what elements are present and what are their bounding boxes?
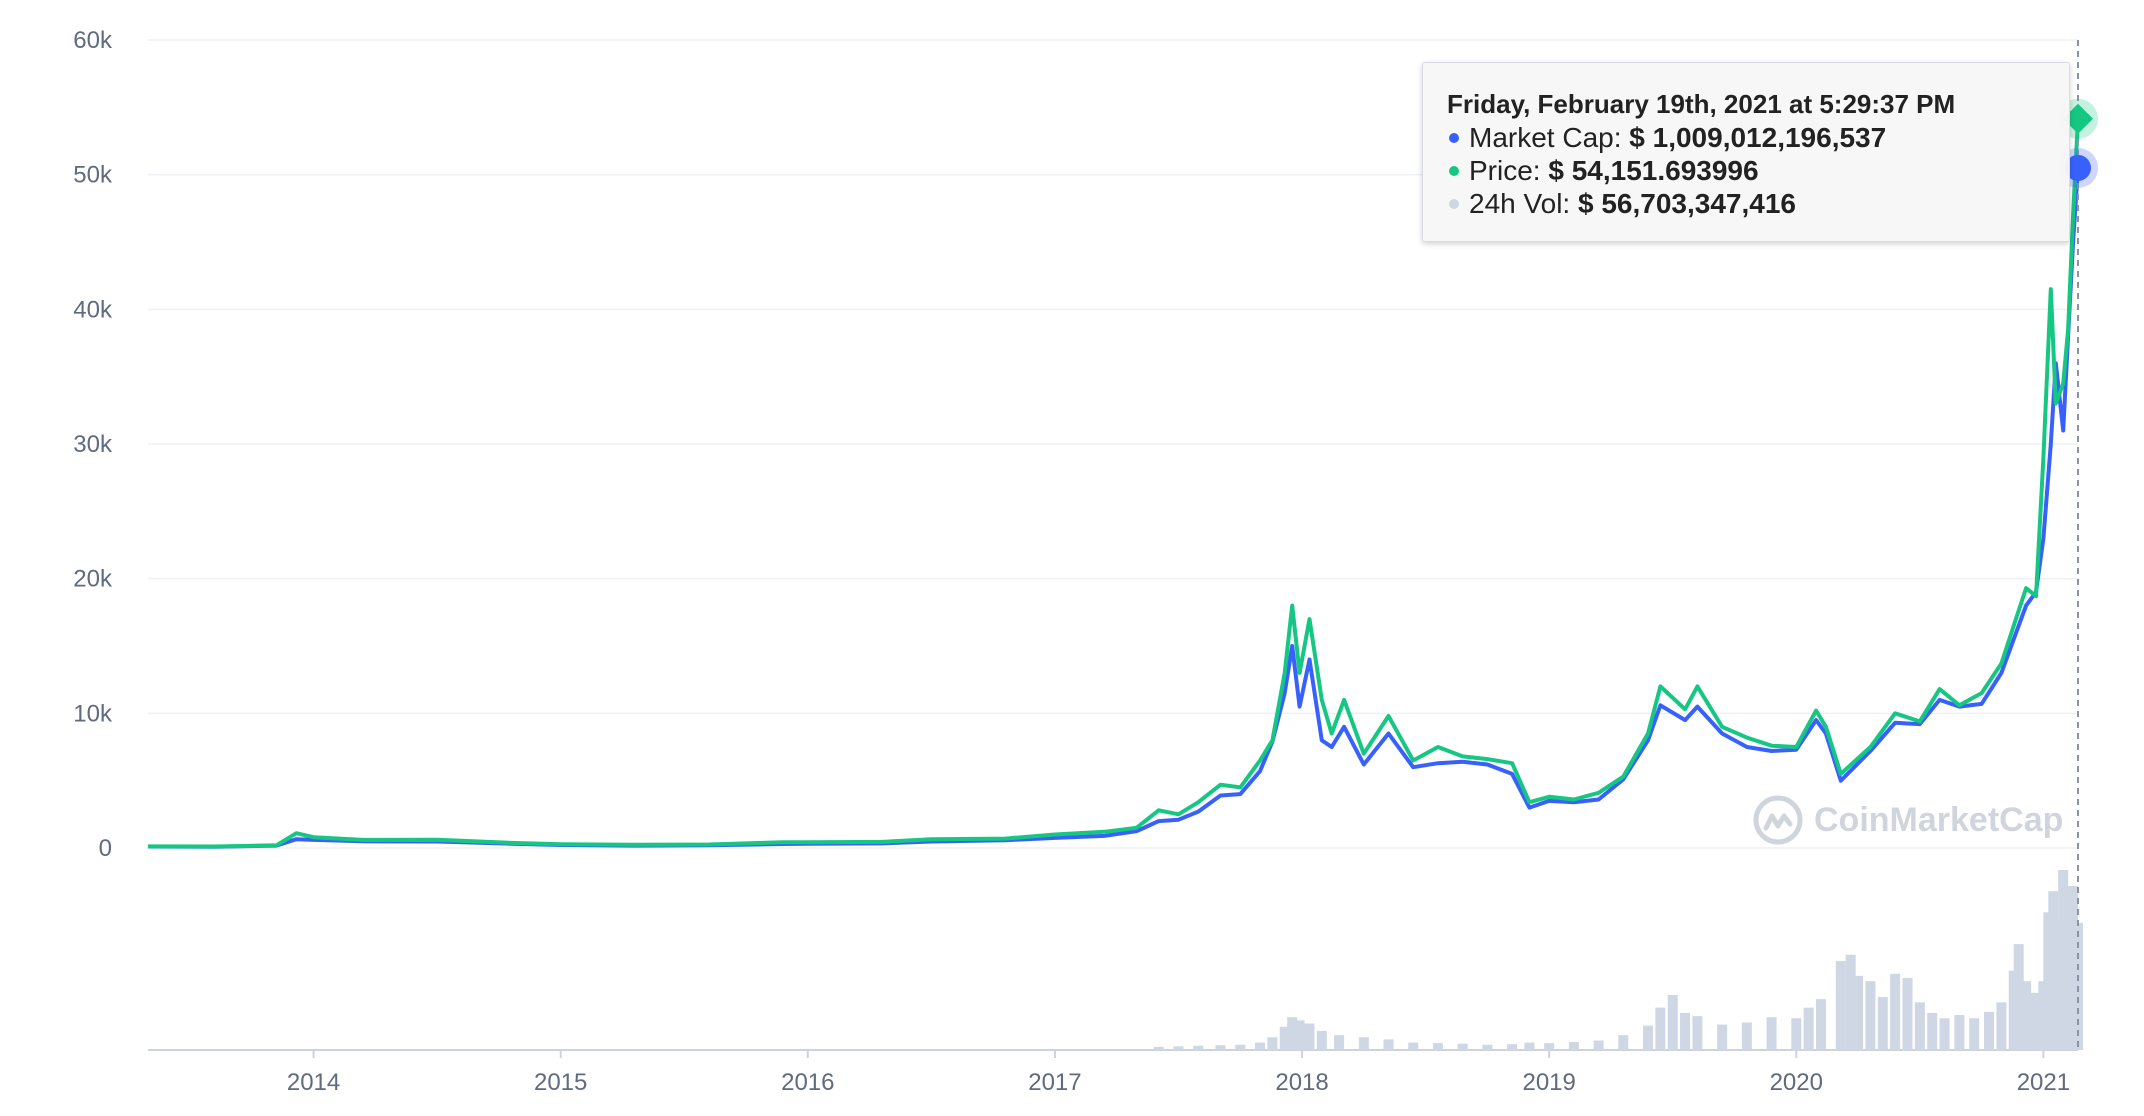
volume-bar	[1803, 1007, 1814, 1050]
tooltip-label: 24h Vol:	[1469, 188, 1571, 219]
tooltip-value: $ 54,151.693996	[1548, 155, 1759, 186]
volume-bar	[1845, 954, 1856, 1050]
volume-bar	[1815, 999, 1826, 1050]
volume-bar	[1279, 1026, 1290, 1050]
tooltip-row-market-cap: Market Cap: $ 1,009,012,196,537	[1447, 121, 2069, 154]
volume-bar	[1969, 1018, 1980, 1050]
volume-bar	[1914, 1002, 1925, 1050]
y-tick-label: 20k	[73, 566, 113, 593]
volume-bar	[2021, 981, 2032, 1050]
volume-bar	[1954, 1015, 1965, 1050]
volume-bar	[2030, 992, 2041, 1050]
tooltip-value: $ 1,009,012,196,537	[1629, 122, 1887, 153]
x-tick-label: 2017	[1028, 1069, 1081, 1096]
volume-bar	[1304, 1023, 1315, 1050]
y-tick-label: 40k	[73, 296, 113, 323]
volume-bar	[1766, 1017, 1777, 1050]
volume-bar	[1524, 1042, 1535, 1050]
volume-bar	[1482, 1044, 1493, 1050]
volume-bar	[1890, 973, 1901, 1050]
volume-bar	[1334, 1035, 1345, 1050]
volume-bar	[1865, 981, 1876, 1050]
volume-bar	[1358, 1037, 1369, 1050]
volume-bar	[1173, 1046, 1184, 1050]
volume-bar	[1996, 1002, 2007, 1050]
volume-bar	[1267, 1037, 1278, 1050]
x-tick-label: 2019	[1522, 1069, 1575, 1096]
market-cap-dot-icon	[1449, 132, 1459, 143]
volume-bar	[1507, 1044, 1518, 1050]
volume-bar	[1877, 997, 1888, 1050]
volume-bar	[1408, 1042, 1419, 1050]
volume-bar	[1902, 978, 1913, 1050]
y-tick-label: 0	[99, 835, 112, 862]
volume-bar	[1791, 1018, 1802, 1050]
volume-bar	[1984, 1011, 1995, 1050]
x-tick-label: 2020	[1770, 1069, 1823, 1096]
x-tick-label: 2016	[781, 1069, 834, 1096]
price-marker	[2063, 103, 2093, 134]
volume-bar	[1432, 1043, 1443, 1050]
volume-bar	[1643, 1025, 1654, 1050]
volume-bar	[1255, 1042, 1266, 1050]
volume-bar	[1316, 1030, 1327, 1050]
volume-bar	[1215, 1045, 1226, 1050]
tooltip-row-volume: 24h Vol: $ 56,703,347,416	[1447, 187, 2069, 220]
volume-bar	[1235, 1044, 1246, 1050]
x-tick-label: 2021	[2017, 1069, 2070, 1096]
volume-bar	[1383, 1039, 1394, 1050]
hover-tooltip: Friday, February 19th, 2021 at 5:29:37 P…	[1422, 62, 2070, 242]
volume-bar	[1835, 961, 1846, 1050]
market-cap-marker	[2065, 154, 2091, 181]
volume-bar	[1153, 1046, 1164, 1050]
volume-bar	[1939, 1018, 1950, 1050]
volume-bar	[1593, 1040, 1604, 1050]
tooltip-label: Market Cap:	[1469, 122, 1622, 153]
series-line-price	[147, 118, 2080, 849]
volume-bar	[1927, 1012, 1938, 1050]
volume-bar	[1692, 1016, 1703, 1050]
volume-bar	[1853, 975, 1864, 1050]
volume-bar	[1618, 1035, 1629, 1050]
tooltip-timestamp: Friday, February 19th, 2021 at 5:29:37 P…	[1447, 89, 1956, 119]
y-tick-label: 10k	[73, 700, 113, 727]
volume-bar	[1294, 1020, 1305, 1050]
volume-bar	[1680, 1012, 1691, 1050]
y-tick-label: 60k	[73, 27, 113, 54]
watermark-text: CoinMarketCap	[1814, 800, 2064, 839]
tooltip-row-price: Price: $ 54,151.693996	[1447, 154, 2069, 187]
x-tick-label: 2015	[534, 1069, 587, 1096]
x-tick-label: 2014	[287, 1069, 340, 1096]
tooltip-label: Price:	[1469, 155, 1541, 186]
volume-bar	[1193, 1045, 1204, 1050]
x-tick-label: 2018	[1275, 1069, 1328, 1096]
volume-bar	[1741, 1022, 1752, 1050]
volume-bar	[1457, 1043, 1468, 1050]
coinmarketcap-watermark: CoinMarketCap	[1752, 792, 2063, 848]
volume-bar	[1667, 994, 1678, 1050]
volume-bar	[1568, 1042, 1579, 1050]
volume-bar	[2013, 944, 2024, 1050]
volume-bars	[1153, 870, 2083, 1050]
y-tick-label: 30k	[73, 431, 113, 458]
volume-bar	[1287, 1017, 1298, 1050]
volume-dot-icon	[1449, 198, 1459, 209]
tooltip-value: $ 56,703,347,416	[1577, 188, 1796, 219]
volume-bar	[1717, 1024, 1728, 1050]
price-dot-icon	[1449, 165, 1459, 176]
volume-bar	[1655, 1007, 1666, 1050]
volume-bar	[1544, 1043, 1555, 1050]
y-tick-label: 50k	[73, 162, 113, 189]
coinmarketcap-logo-icon	[1753, 795, 1803, 845]
